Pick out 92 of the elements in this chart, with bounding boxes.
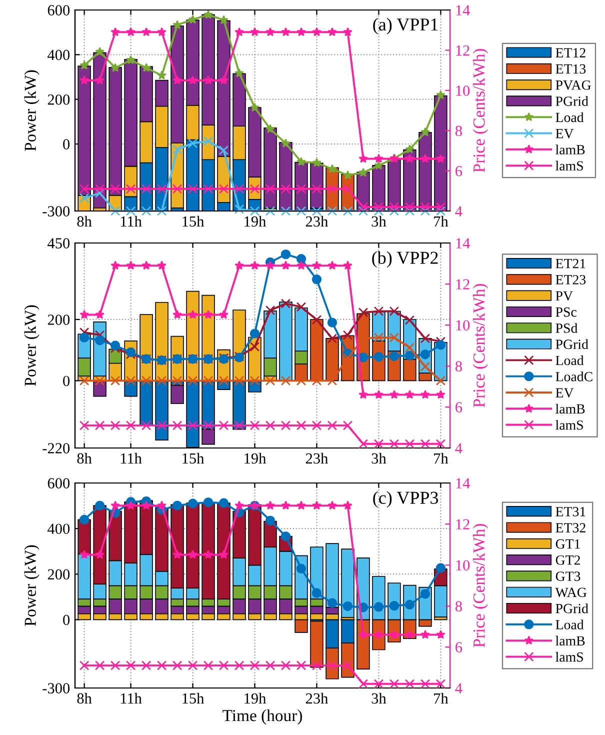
legend-label: Load (556, 112, 584, 122)
y-tick-label: 600 (48, 478, 70, 488)
y2-tick-label: 8 (455, 361, 462, 372)
y2-tick-label: 8 (455, 126, 462, 136)
x-tick-label: 3h (372, 216, 386, 227)
y2-tick-label: 4 (455, 206, 462, 216)
y2-tick-label: 12 (456, 45, 470, 56)
chart-title: (c) VPP3 (373, 491, 438, 508)
y-tick-label: 200 (48, 314, 70, 325)
y2-tick-label: 4 (455, 683, 462, 694)
y-tick-label: 0 (63, 614, 70, 626)
y-tick-label: -300 (42, 683, 70, 694)
legend-label: PVAG (556, 80, 591, 90)
legend-label: GT3 (556, 572, 580, 581)
x-tick-label: 11h (120, 452, 142, 464)
x-tick-label: 3h (372, 452, 386, 464)
legend-label: WAG (555, 588, 586, 598)
x-tick-label: 7h (434, 452, 448, 464)
legend-label: ET23 (556, 275, 586, 284)
legend-label: ET12 (556, 48, 586, 58)
chart-title: (b) VPP2 (372, 251, 438, 268)
legend-label: EV (556, 129, 574, 138)
x-tick-label: 15h (182, 692, 204, 704)
legend-label: Load (556, 355, 584, 366)
y-tick-label: 400 (48, 50, 70, 60)
legend-label: PV (556, 291, 573, 301)
y-tick-label: 0 (63, 376, 70, 386)
y-tick-label: 400 (48, 524, 70, 534)
y-tick-label: 200 (48, 569, 70, 580)
x-tick-label: 11h (120, 216, 142, 226)
y-tick-label: -300 (42, 206, 70, 216)
legend-label: lamS (556, 652, 583, 662)
y2-tick-label: 10 (456, 320, 470, 330)
legend-label: ET21 (556, 258, 586, 268)
y-tick-label: 450 (48, 238, 70, 248)
x-tick-label: 3h (372, 692, 386, 704)
x-tick-label: 23h (306, 692, 328, 704)
legend-label: ET31 (556, 507, 586, 516)
x-tick-label: 7h (434, 692, 448, 704)
x-axis-title: Time (hour) (222, 709, 302, 725)
y2-tick-label: 6 (456, 642, 462, 652)
y-tick-label: 200 (48, 94, 70, 105)
legend-label: lamB (556, 144, 585, 154)
x-tick-label: 19h (244, 216, 266, 227)
y2-tick-label: 6 (456, 166, 462, 176)
legend-label: lamB (556, 636, 585, 646)
x-tick-label: 11h (120, 692, 142, 704)
x-tick-label: 15h (182, 452, 204, 464)
y2-tick-label: 14 (456, 238, 470, 248)
x-tick-label: 23h (306, 452, 328, 464)
x-tick-label: 19h (244, 692, 266, 704)
legend-label: ET13 (556, 64, 586, 74)
x-tick-label: 23h (306, 216, 328, 227)
y-tick-label: 600 (48, 5, 70, 16)
y2-tick-label: 14 (456, 478, 470, 488)
legend-label: GT2 (556, 555, 580, 565)
y-tick-label: 0 (63, 139, 70, 150)
y2-tick-label: 12 (456, 279, 470, 290)
x-tick-label: 19h (244, 452, 266, 464)
legend-label: PSd (556, 323, 578, 333)
y-axis-title: Power (kW) (24, 305, 40, 386)
y-axis-title: Power (kW) (24, 545, 40, 626)
legend-label: EV (556, 388, 574, 398)
x-tick-label: 7h (434, 216, 448, 226)
legend-label: ET32 (556, 523, 586, 532)
y2-axis-title: Price (Cents/kWh) (472, 524, 488, 648)
y2-tick-label: 8 (455, 601, 462, 612)
legend-label: PGrid (556, 96, 588, 106)
legend-label: PGrid (556, 339, 588, 350)
legend-label: Load (556, 620, 584, 630)
chart-title: (a) VPP1 (373, 18, 438, 34)
legend-label: lamS (556, 420, 583, 430)
legend-label: lamB (556, 404, 585, 414)
legend-label: lamS (556, 160, 583, 171)
y2-tick-label: 6 (456, 402, 462, 412)
y-tick-label: -220 (42, 443, 70, 454)
y2-tick-label: 12 (456, 519, 470, 530)
legend-label: GT1 (556, 539, 580, 549)
y2-tick-label: 14 (456, 5, 470, 16)
y2-axis-title: Price (Cents/kWh) (472, 284, 488, 408)
legend-label: LoadC (556, 372, 592, 382)
y2-axis-title: Price (Cents/kWh) (472, 48, 488, 172)
y2-tick-label: 10 (456, 86, 470, 96)
x-tick-label: 8h (77, 216, 92, 227)
y2-tick-label: 4 (455, 443, 462, 454)
y-axis-title: Power (kW) (24, 70, 40, 151)
x-tick-label: 8h (77, 692, 92, 704)
x-tick-label: 15h (182, 216, 204, 227)
y2-tick-label: 10 (456, 560, 470, 570)
x-tick-label: 8h (77, 452, 92, 464)
legend-label: PSc (556, 307, 576, 317)
legend-label: PGrid (556, 603, 588, 614)
